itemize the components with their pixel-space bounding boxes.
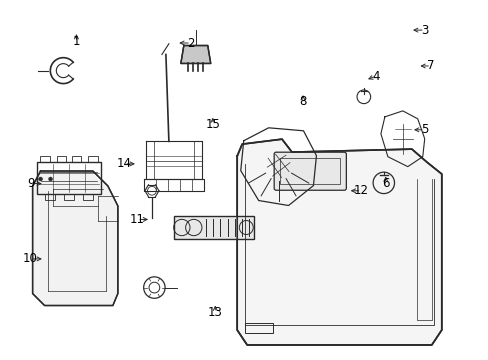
Circle shape xyxy=(48,177,52,181)
Text: 11: 11 xyxy=(130,213,144,226)
Bar xyxy=(45,194,55,200)
Text: 1: 1 xyxy=(73,35,80,49)
Polygon shape xyxy=(33,171,118,306)
Text: 3: 3 xyxy=(420,24,427,37)
Polygon shape xyxy=(181,45,210,63)
Text: 9: 9 xyxy=(27,177,35,190)
Bar xyxy=(83,194,93,200)
Text: 13: 13 xyxy=(207,306,222,319)
Text: 6: 6 xyxy=(381,177,389,190)
Circle shape xyxy=(39,177,42,181)
Bar xyxy=(57,156,66,162)
Text: 8: 8 xyxy=(299,95,306,108)
Bar xyxy=(38,162,101,194)
Text: 2: 2 xyxy=(187,36,194,50)
FancyBboxPatch shape xyxy=(274,152,346,190)
Bar xyxy=(174,216,254,239)
Bar xyxy=(72,156,81,162)
Bar xyxy=(40,156,50,162)
Text: 5: 5 xyxy=(420,123,427,136)
Text: 10: 10 xyxy=(22,252,38,265)
Text: 12: 12 xyxy=(353,184,368,197)
Text: 4: 4 xyxy=(371,69,379,82)
Text: 7: 7 xyxy=(427,59,434,72)
Bar xyxy=(244,323,272,333)
Polygon shape xyxy=(237,139,441,345)
Bar xyxy=(280,158,340,184)
Text: 15: 15 xyxy=(205,118,220,131)
Text: 14: 14 xyxy=(117,157,131,170)
Bar xyxy=(64,194,74,200)
Bar xyxy=(88,156,98,162)
